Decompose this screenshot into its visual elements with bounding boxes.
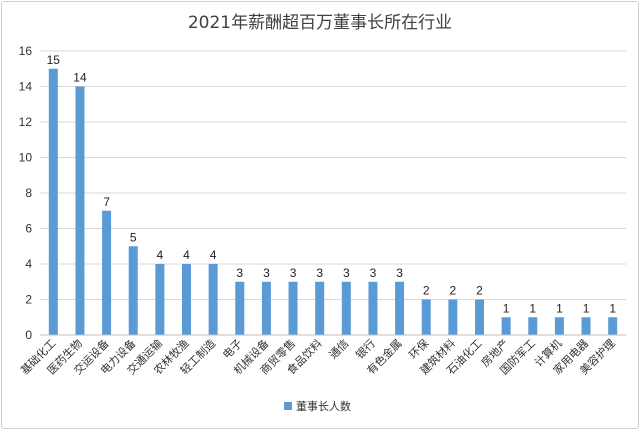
bar [128,246,138,335]
bar [235,281,245,335]
data-label: 14 [73,71,87,85]
chart-title: 2021年薪酬超百万董事长所在行业 [188,13,452,33]
data-label: 3 [370,266,377,280]
data-label: 5 [130,230,137,244]
bar [341,281,351,335]
data-label: 1 [529,301,536,315]
y-tick-label: 4 [25,257,32,271]
data-label: 4 [157,248,164,262]
x-category-label: 通信 [327,337,352,362]
y-tick-label: 6 [25,222,32,236]
data-label: 15 [47,53,61,67]
bar [155,264,165,335]
bar [421,299,431,335]
legend-swatch [284,402,292,410]
legend: 董事长人数 [284,400,351,413]
bar [581,317,591,335]
data-label: 1 [503,301,510,315]
data-label: 3 [396,266,403,280]
data-label: 1 [583,301,590,315]
bar [528,317,538,335]
data-label: 3 [316,266,323,280]
bar [288,281,298,335]
data-label: 3 [263,266,270,280]
bar [102,210,112,335]
bar [448,299,458,335]
bars [48,68,618,335]
data-label: 7 [103,195,110,209]
data-label: 3 [236,266,243,280]
y-tick-label: 16 [19,44,33,58]
bar [395,281,405,335]
data-label: 1 [556,301,563,315]
bar [182,264,191,335]
legend-label: 董事长人数 [296,400,351,413]
y-tick-label: 12 [19,115,33,129]
grid-lines [40,50,626,300]
data-label: 4 [183,248,190,262]
y-tick-label: 8 [25,186,32,200]
bar [368,281,378,335]
data-label: 2 [450,284,457,298]
data-label: 3 [290,266,297,280]
bar [261,281,271,335]
bar [608,317,618,335]
data-label: 2 [423,284,430,298]
bar [475,299,484,335]
data-label: 2 [476,284,483,298]
data-label: 1 [609,301,616,315]
data-label: 3 [343,266,350,280]
bar [208,264,218,335]
bar [48,68,58,335]
y-tick-label: 0 [25,328,32,342]
y-axis-ticks: 0 2 4 6 8 10 12 14 16 [19,44,33,342]
y-tick-label: 14 [19,80,33,94]
y-tick-label: 2 [25,293,32,307]
data-label: 4 [210,248,217,262]
bar [554,317,564,335]
y-tick-label: 10 [19,151,33,165]
bar [501,317,511,335]
bar [315,281,325,335]
bar [75,86,85,335]
data-labels: 15 14 7 5 4 4 4 3 3 3 3 3 3 3 2 2 2 1 1 1 1 1 [47,53,617,316]
